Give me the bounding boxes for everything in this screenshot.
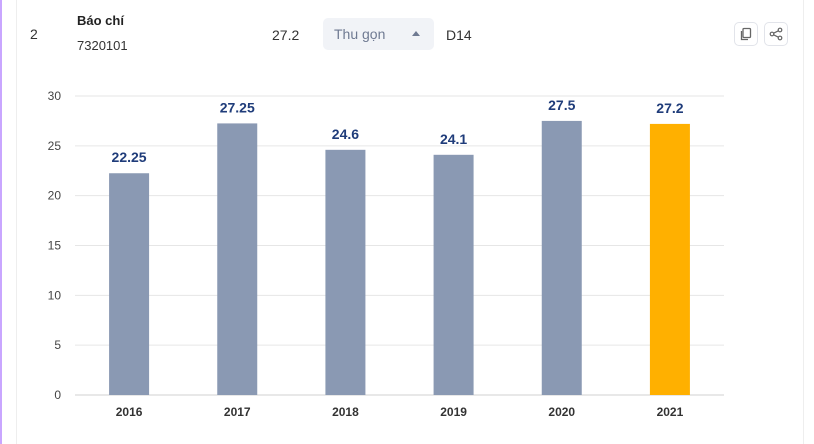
y-tick-label: 25 [48, 139, 62, 153]
caret-up-icon [412, 31, 420, 36]
data-label: 24.1 [440, 131, 467, 147]
y-tick-label: 0 [54, 388, 61, 402]
collapse-button[interactable]: Thu gọn [323, 18, 434, 50]
row-index: 2 [30, 26, 38, 42]
x-tick-label: 2017 [224, 405, 251, 419]
major-code: 7320101 [77, 38, 128, 53]
major-name: Báo chí [77, 13, 124, 28]
card-right-edge [803, 0, 804, 444]
major-row: 2 Báo chí 7320101 27.2 Thu gọn D14 [0, 0, 814, 70]
data-label: 27.2 [656, 100, 683, 116]
share-button[interactable] [764, 22, 788, 46]
bar-2019[interactable] [433, 154, 474, 395]
score-history-chart: 0 5 10 15 20 25 30 22.25 2016 27.25 2017 24.6 2018 24… [48, 89, 724, 419]
y-tick-label: 5 [54, 338, 61, 352]
share-icon [769, 27, 783, 41]
card-left-edge [16, 0, 17, 444]
bar-2016[interactable] [109, 173, 150, 395]
y-tick-label: 10 [48, 288, 62, 302]
data-label: 22.25 [112, 149, 147, 165]
x-tick-label: 2016 [116, 405, 143, 419]
x-tick-label: 2021 [657, 405, 684, 419]
y-tick-label: 30 [48, 89, 62, 103]
left-border [0, 0, 2, 444]
copy-button[interactable] [734, 22, 758, 46]
y-tick-label: 15 [48, 239, 62, 253]
bar-2018[interactable] [325, 149, 366, 395]
collapse-button-label: Thu gọn [334, 26, 386, 42]
subject-group: D14 [446, 27, 472, 43]
x-tick-label: 2018 [332, 405, 359, 419]
x-tick-label: 2020 [548, 405, 575, 419]
data-label: 27.25 [220, 99, 255, 115]
bar-2017[interactable] [217, 123, 258, 396]
copy-icon [740, 27, 752, 41]
admission-score: 27.2 [272, 27, 300, 43]
data-label: 27.5 [548, 97, 575, 113]
bar-2021[interactable] [649, 123, 690, 395]
y-tick-label: 20 [48, 189, 62, 203]
data-label: 24.6 [332, 126, 359, 142]
x-tick-label: 2019 [440, 405, 467, 419]
bar-2020[interactable] [541, 120, 582, 395]
